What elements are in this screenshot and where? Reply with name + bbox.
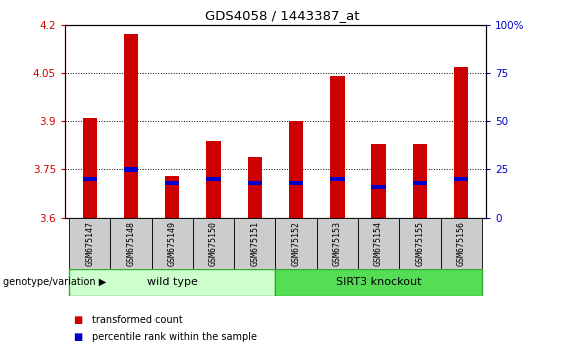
Bar (289, 121, 303, 218)
Text: ■: ■ (73, 315, 82, 325)
Bar (412, 181, 427, 185)
Text: GSM675153: GSM675153 (333, 221, 342, 266)
Text: GDS4058 / 1443387_at: GDS4058 / 1443387_at (205, 9, 360, 22)
Bar (276, 218, 317, 269)
Text: percentile rank within the sample: percentile rank within the sample (92, 332, 257, 342)
Bar (69, 218, 110, 269)
Bar (206, 141, 221, 218)
Bar (165, 176, 180, 218)
Text: GSM675150: GSM675150 (209, 221, 218, 266)
Bar (165, 181, 180, 185)
Bar (317, 218, 358, 269)
Bar (193, 218, 234, 269)
Bar (110, 218, 151, 269)
Bar (412, 144, 427, 218)
Bar (247, 181, 262, 185)
Text: SIRT3 knockout: SIRT3 knockout (336, 277, 421, 287)
Bar (247, 156, 262, 218)
Text: GSM675155: GSM675155 (415, 221, 424, 266)
Text: GSM675152: GSM675152 (292, 221, 301, 266)
Text: GSM675156: GSM675156 (457, 221, 466, 266)
Bar (234, 218, 276, 269)
Text: GSM675147: GSM675147 (85, 221, 94, 266)
Bar (69, 269, 276, 296)
Bar (206, 177, 221, 181)
Bar (399, 218, 441, 269)
Text: GSM675154: GSM675154 (374, 221, 383, 266)
Text: GSM675151: GSM675151 (250, 221, 259, 266)
Bar (330, 76, 345, 218)
Bar (151, 218, 193, 269)
Bar (454, 177, 468, 181)
Bar (358, 218, 399, 269)
Text: GSM675149: GSM675149 (168, 221, 177, 266)
Text: wild type: wild type (147, 277, 198, 287)
Text: GSM675148: GSM675148 (127, 221, 136, 266)
Bar (276, 269, 482, 296)
Bar (371, 144, 386, 218)
Bar (82, 118, 97, 218)
Text: transformed count: transformed count (92, 315, 182, 325)
Text: ■: ■ (73, 332, 82, 342)
Bar (289, 181, 303, 185)
Text: genotype/variation ▶: genotype/variation ▶ (3, 278, 106, 287)
Bar (124, 34, 138, 218)
Bar (330, 177, 345, 181)
Bar (454, 67, 468, 218)
Bar (441, 218, 482, 269)
Bar (124, 167, 138, 172)
Bar (82, 177, 97, 181)
Bar (371, 185, 386, 189)
